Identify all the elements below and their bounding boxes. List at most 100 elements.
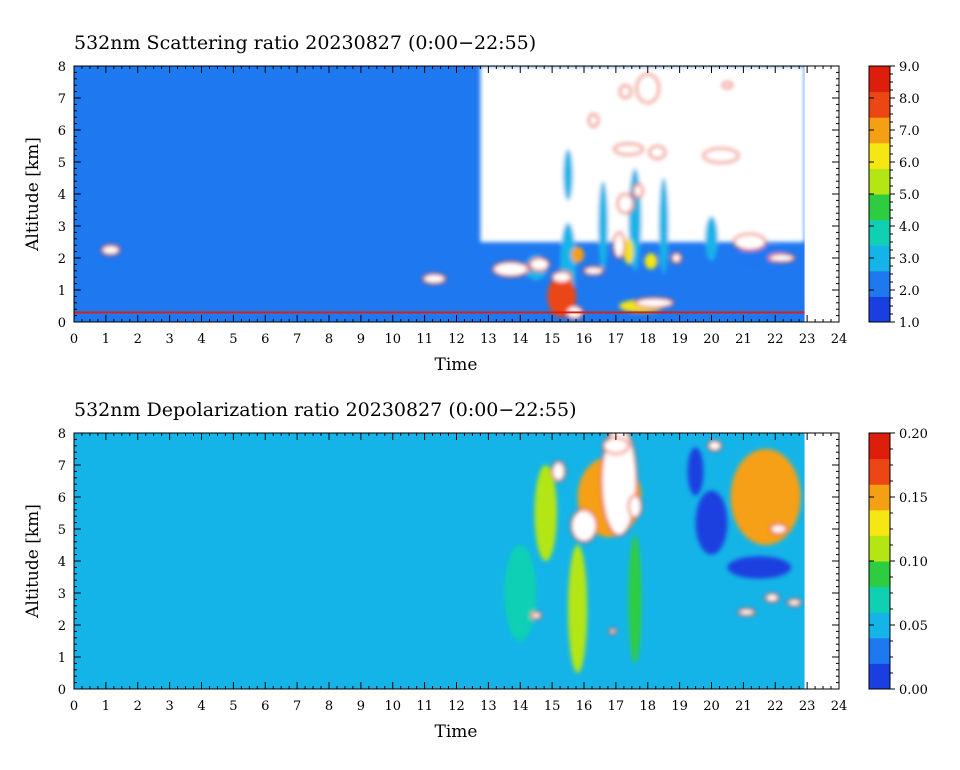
colorbar-tick-label: 0.10	[899, 555, 928, 570]
colorbar-segment	[869, 219, 890, 246]
colorbar-segment	[869, 484, 890, 511]
x-tick-label: 16	[576, 699, 593, 714]
x-tick-label: 21	[735, 699, 752, 714]
colorbar-segment	[869, 168, 890, 195]
over-range-cell	[612, 231, 626, 259]
colorbar-tick-label: 7.0	[899, 124, 920, 139]
x-tick-label: 18	[639, 699, 656, 714]
colorbar-segment	[869, 637, 890, 664]
x-tick-label: 8	[325, 699, 333, 714]
x-tick-label: 6	[261, 332, 269, 347]
x-tick-label: 0	[70, 699, 78, 714]
x-tick-label: 9	[357, 699, 365, 714]
over-range-cell	[602, 436, 630, 455]
colorbar-segment	[869, 270, 890, 297]
scattering-ratio-x-axis-label: Time	[435, 355, 478, 375]
over-range-cell	[732, 233, 767, 251]
over-range-cell	[600, 433, 638, 537]
x-tick-label: 5	[229, 699, 237, 714]
x-tick-label: 14	[512, 699, 529, 714]
over-range-cell	[100, 244, 121, 256]
x-tick-label: 22	[767, 699, 784, 714]
depolarization-ratio-y-axis-label: Altitude [km]	[23, 504, 43, 619]
over-range-cell	[627, 494, 643, 519]
over-range-cell	[608, 628, 617, 635]
y-tick-label: 4	[58, 188, 66, 203]
colorbar-segment	[869, 535, 890, 562]
x-tick-label: 11	[416, 699, 433, 714]
over-range-cell	[618, 84, 633, 99]
y-tick-label: 4	[58, 555, 66, 570]
y-tick-label: 2	[58, 252, 66, 267]
y-tick-label: 7	[58, 92, 66, 107]
y-tick-label: 7	[58, 459, 66, 474]
x-tick-label: 14	[512, 332, 529, 347]
heatmap-cells	[504, 433, 802, 673]
depolarization-ratio-colorbar: 0.00 0.05 0.10 0.15 0.20	[868, 427, 928, 698]
depolarization-ratio-x-axis-label: Time	[435, 722, 478, 742]
scattering-ratio-plot	[74, 66, 805, 322]
x-tick-label: 1	[102, 332, 110, 347]
over-range-cell	[492, 261, 530, 278]
y-tick-label: 0	[58, 316, 66, 331]
x-tick-label: 15	[544, 332, 561, 347]
over-range-cell	[721, 81, 734, 90]
y-tick-label: 5	[58, 523, 66, 538]
heatmap-cell	[695, 490, 728, 555]
x-tick-label: 1	[102, 699, 110, 714]
over-range-cell	[616, 193, 635, 215]
over-range-cell	[570, 508, 598, 543]
surface-return-line	[74, 311, 805, 314]
x-tick-label: 12	[448, 332, 465, 347]
scattering-ratio-y-axis-label: Altitude [km]	[23, 137, 43, 252]
x-tick-label: 15	[544, 699, 561, 714]
over-range-cell	[767, 253, 796, 263]
colorbar-segment	[869, 433, 890, 460]
x-tick-label: 2	[134, 699, 142, 714]
depolarization-ratio-x-axis: 0 1 2 3 4 5 6 7 8 9 10 11 12 13 14 15 16 17 18 19 20 21 22 23 24	[70, 433, 847, 714]
y-tick-label: 2	[58, 619, 66, 634]
heatmap-cell	[563, 149, 573, 201]
x-tick-label: 6	[261, 699, 269, 714]
heatmap-cell	[658, 178, 669, 274]
heatmap-cell	[504, 545, 537, 641]
y-tick-label: 8	[58, 427, 66, 442]
x-tick-label: 2	[134, 332, 142, 347]
y-tick-label: 3	[58, 587, 66, 602]
x-tick-label: 19	[671, 699, 688, 714]
over-range-cell	[551, 270, 573, 284]
x-tick-label: 9	[357, 332, 365, 347]
x-tick-label: 12	[448, 699, 465, 714]
over-range-cell	[551, 460, 566, 482]
over-range-cell	[583, 265, 605, 276]
x-tick-label: 10	[384, 699, 401, 714]
y-tick-label: 6	[58, 491, 66, 506]
x-tick-label: 3	[165, 699, 173, 714]
depolarization-ratio-plot	[74, 433, 805, 689]
x-tick-label: 7	[293, 699, 301, 714]
x-tick-label: 24	[831, 699, 848, 714]
heatmap-cell	[571, 246, 584, 263]
heatmap-cell	[628, 535, 642, 664]
scattering-ratio-title: 532nm Scattering ratio 20230827 (0:00−22…	[74, 32, 536, 54]
colorbar-tick-label: 0.20	[899, 427, 928, 442]
colorbar-tick-label: 5.0	[899, 188, 920, 203]
colorbar-tick-label: 3.0	[899, 252, 920, 267]
x-tick-label: 23	[799, 699, 816, 714]
x-tick-label: 0	[70, 332, 78, 347]
colorbar-tick-label: 6.0	[899, 156, 920, 171]
x-tick-label: 18	[639, 332, 656, 347]
colorbar-segment	[869, 245, 890, 272]
depolarization-ratio-title: 532nm Depolarization ratio 20230827 (0:0…	[74, 399, 576, 421]
heatmap-background	[74, 433, 805, 689]
scattering-ratio-y-axis: 0 1 2 3 4 5 6 7 8	[58, 60, 839, 331]
over-range-cell	[635, 73, 660, 104]
x-tick-label: 23	[799, 332, 816, 347]
y-tick-label: 0	[58, 683, 66, 698]
x-tick-label: 19	[671, 332, 688, 347]
x-tick-label: 11	[416, 332, 433, 347]
x-tick-label: 13	[480, 332, 497, 347]
x-tick-label: 4	[197, 699, 205, 714]
colorbar-tick-label: 2.0	[899, 284, 920, 299]
